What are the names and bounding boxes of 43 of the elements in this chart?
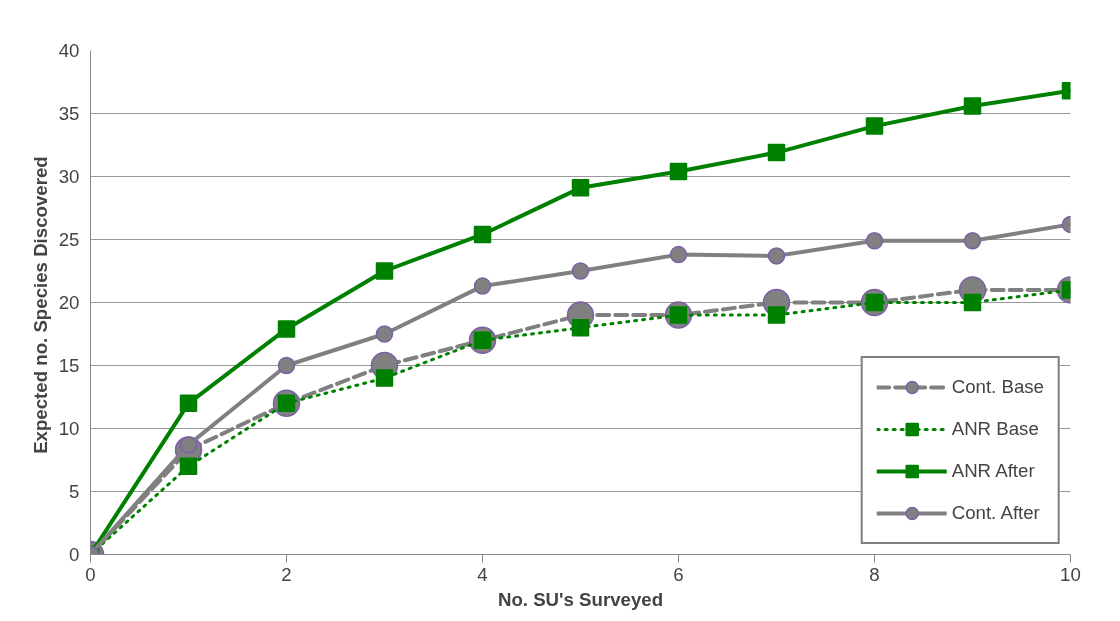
point xyxy=(277,320,296,338)
point xyxy=(473,277,492,295)
point xyxy=(571,318,590,337)
point xyxy=(277,356,296,375)
x-tick-label: 8 xyxy=(869,563,880,585)
y-tick-label: 5 xyxy=(69,481,80,502)
point xyxy=(571,262,590,280)
y-tick-label: 40 xyxy=(58,40,80,61)
y-tick-label: 20 xyxy=(58,292,80,313)
x-tick-label: 6 xyxy=(673,563,684,585)
legend-label: ANR Base xyxy=(951,418,1039,440)
x-tick-label: 10 xyxy=(1060,563,1081,585)
point xyxy=(179,394,198,413)
point xyxy=(767,247,786,265)
point xyxy=(375,262,394,280)
y-axis-title: Expected no. Species Discovered xyxy=(29,156,51,454)
point xyxy=(571,179,590,197)
y-tick-label: 35 xyxy=(58,103,80,124)
x-axis-title: No. SU's Surveyed xyxy=(497,588,664,610)
point xyxy=(963,293,982,312)
point xyxy=(963,97,982,115)
point xyxy=(375,325,394,343)
y-tick-label: 0 xyxy=(69,544,80,565)
point xyxy=(375,369,394,387)
legend-label: Cont. Base xyxy=(951,376,1044,398)
x-tick-label: 2 xyxy=(281,563,292,585)
legend-label: ANR After xyxy=(951,460,1035,482)
x-tick-label: 0 xyxy=(85,563,96,585)
y-tick-label: 25 xyxy=(58,229,80,250)
point xyxy=(669,245,688,264)
point xyxy=(865,117,884,135)
y-tick-label: 30 xyxy=(58,166,80,187)
x-tick-label: 4 xyxy=(477,563,488,585)
point xyxy=(767,143,786,162)
point xyxy=(473,225,492,244)
y-tick-label: 15 xyxy=(58,355,80,376)
point xyxy=(865,232,884,250)
point xyxy=(179,457,198,476)
legend-label: Cont. After xyxy=(951,502,1040,524)
point xyxy=(963,232,982,250)
point xyxy=(767,306,786,324)
point xyxy=(669,162,688,181)
y-tick-label: 10 xyxy=(58,418,80,439)
